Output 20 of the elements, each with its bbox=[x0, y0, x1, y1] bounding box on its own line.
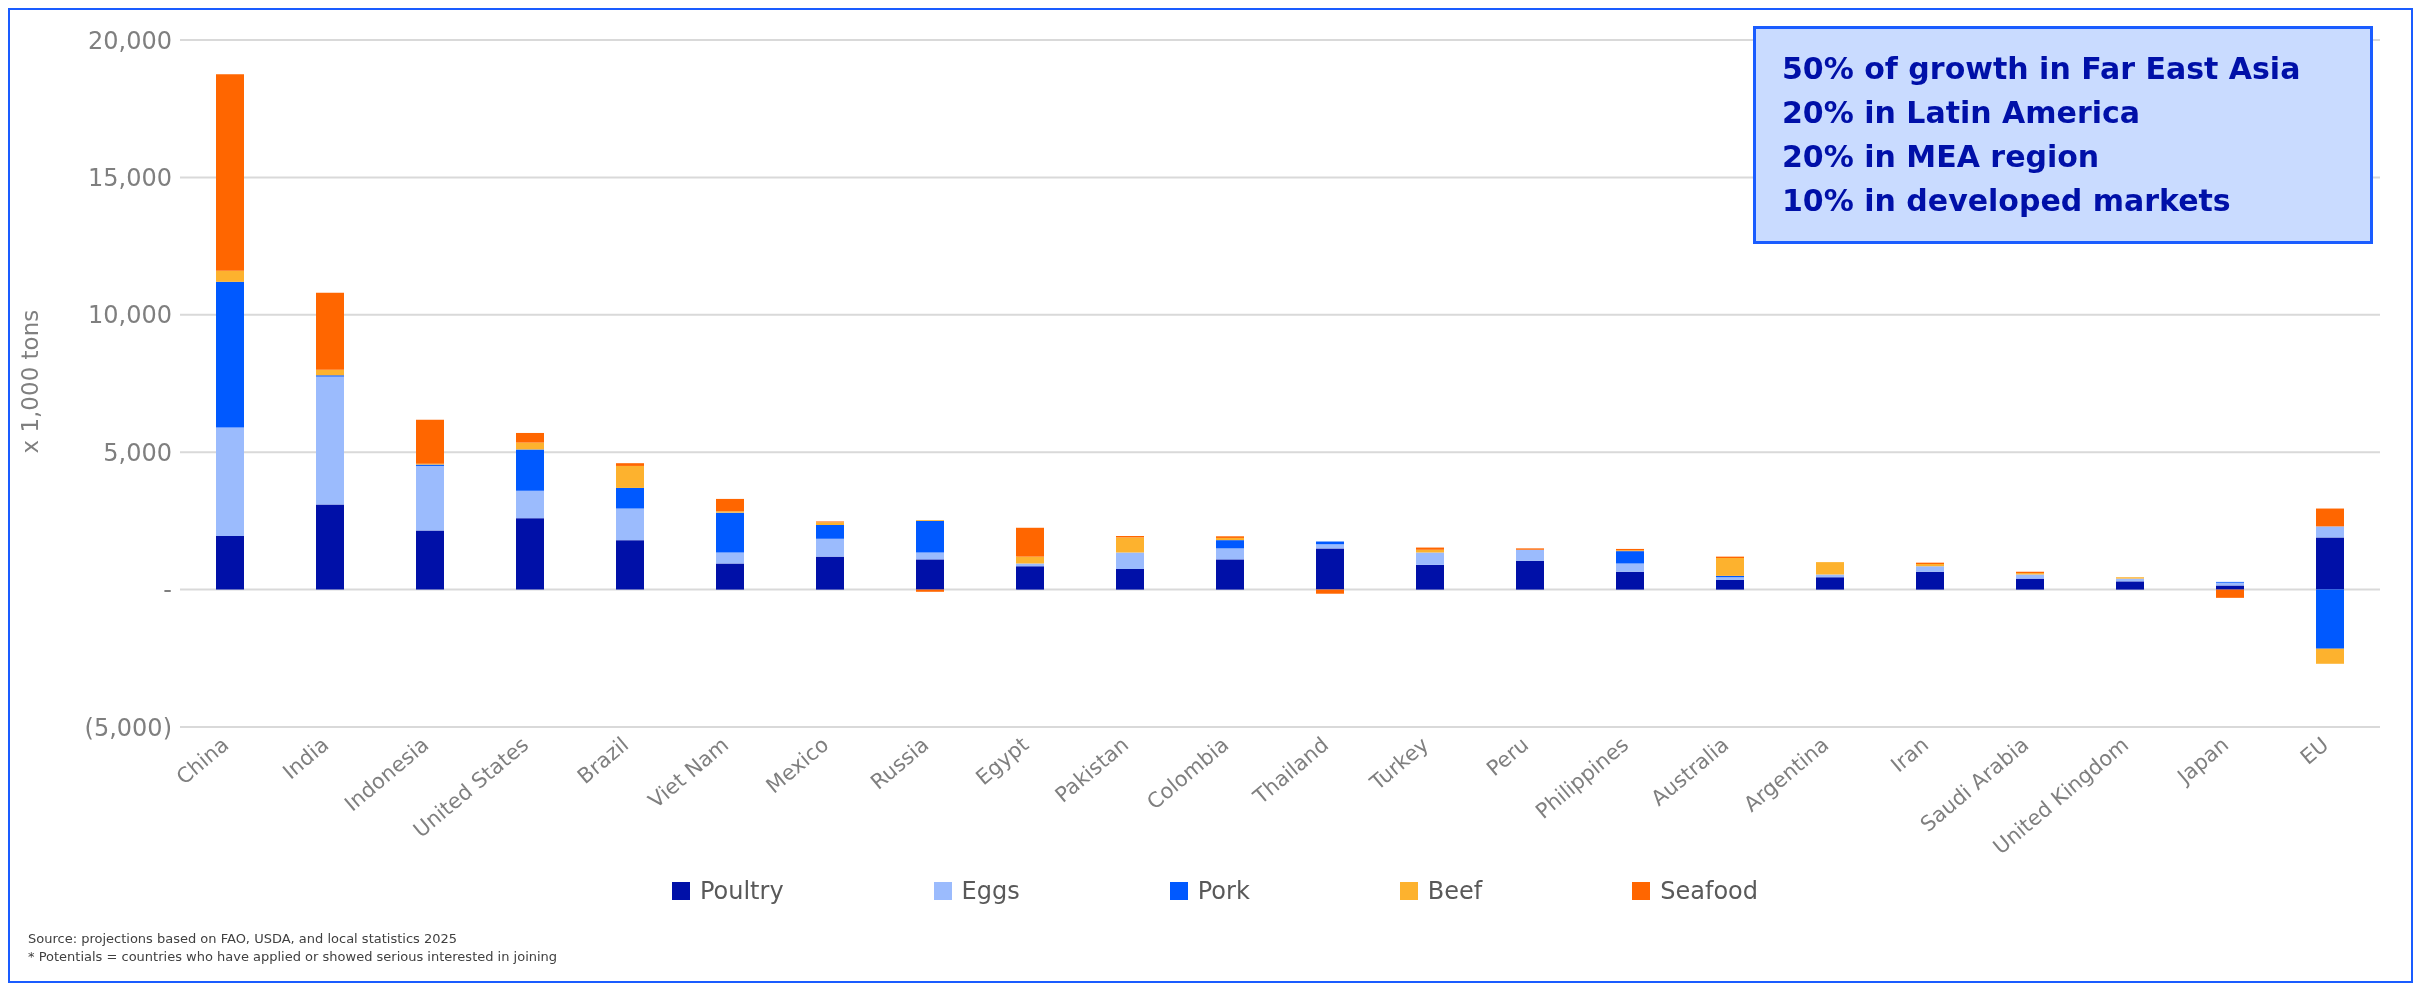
text: * Potentials = countries who have applied or showed serious interested in joining bbox=[28, 948, 558, 966]
y-tick-label: 15,000 bbox=[88, 163, 172, 192]
y-tick-label: (5,000) bbox=[84, 713, 172, 742]
legend-label: Poultry bbox=[699, 877, 784, 905]
source-note: Source: projections based on FAO, USDA, and local statistics 2025 bbox=[28, 930, 459, 948]
legend-label: Pork bbox=[1197, 877, 1250, 905]
legend-label: Seafood bbox=[1660, 877, 1759, 905]
annotation: 10% in developed markets bbox=[1782, 182, 2232, 220]
annotation: 20% in MEA region bbox=[1782, 138, 2101, 176]
y-tick-label: 20,000 bbox=[88, 26, 172, 55]
y-axis-title: x 1,000 tons bbox=[17, 309, 44, 454]
y-tick-label: - bbox=[163, 576, 172, 605]
annotation: 20% in Latin America bbox=[1782, 94, 2142, 132]
x-tick-label: Iran bbox=[1886, 732, 1934, 778]
legend-label: Beef bbox=[1427, 877, 1483, 905]
y-tick-label: 10,000 bbox=[88, 301, 172, 330]
x-tick-label: EU bbox=[2295, 732, 2334, 770]
legend-label: Eggs bbox=[961, 877, 1020, 905]
annotation: 50% of growth in Far East Asia bbox=[1782, 50, 2302, 88]
y-tick-label: 5,000 bbox=[103, 438, 172, 467]
